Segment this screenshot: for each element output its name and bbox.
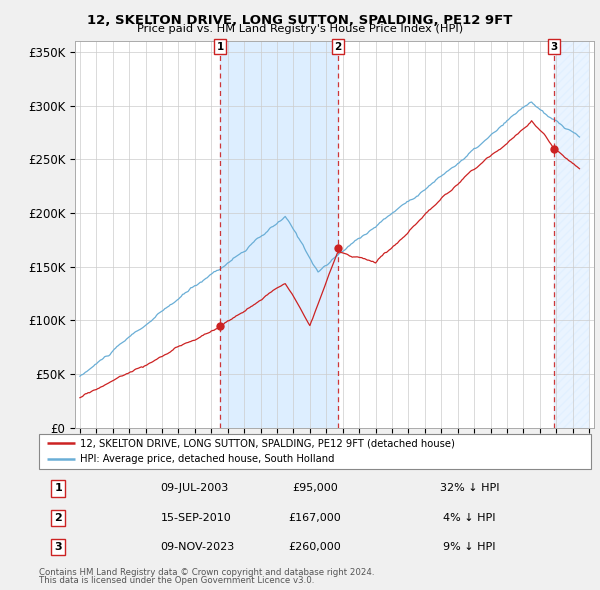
Bar [554,41,589,428]
Text: 2: 2 [334,42,341,52]
Bar [220,41,338,428]
FancyBboxPatch shape [39,434,591,469]
Text: This data is licensed under the Open Government Licence v3.0.: This data is licensed under the Open Gov… [39,576,314,585]
Text: 12, SKELTON DRIVE, LONG SUTTON, SPALDING, PE12 9FT: 12, SKELTON DRIVE, LONG SUTTON, SPALDING… [88,14,512,27]
Text: £95,000: £95,000 [292,483,338,493]
Text: 09-JUL-2003: 09-JUL-2003 [160,483,229,493]
Text: 1: 1 [217,42,224,52]
Text: 32% ↓ HPI: 32% ↓ HPI [440,483,499,493]
Text: £167,000: £167,000 [289,513,341,523]
Text: 12, SKELTON DRIVE, LONG SUTTON, SPALDING, PE12 9FT (detached house): 12, SKELTON DRIVE, LONG SUTTON, SPALDING… [80,438,455,448]
Text: 3: 3 [550,42,557,52]
Text: 9% ↓ HPI: 9% ↓ HPI [443,542,496,552]
Text: HPI: Average price, detached house, South Holland: HPI: Average price, detached house, Sout… [80,454,335,464]
Text: 4% ↓ HPI: 4% ↓ HPI [443,513,496,523]
Text: Price paid vs. HM Land Registry's House Price Index (HPI): Price paid vs. HM Land Registry's House … [137,24,463,34]
Text: £260,000: £260,000 [289,542,341,552]
Text: 1: 1 [55,483,62,493]
Text: Contains HM Land Registry data © Crown copyright and database right 2024.: Contains HM Land Registry data © Crown c… [39,568,374,576]
Text: 09-NOV-2023: 09-NOV-2023 [160,542,235,552]
Text: 15-SEP-2010: 15-SEP-2010 [160,513,231,523]
Text: 2: 2 [55,513,62,523]
Text: 3: 3 [55,542,62,552]
